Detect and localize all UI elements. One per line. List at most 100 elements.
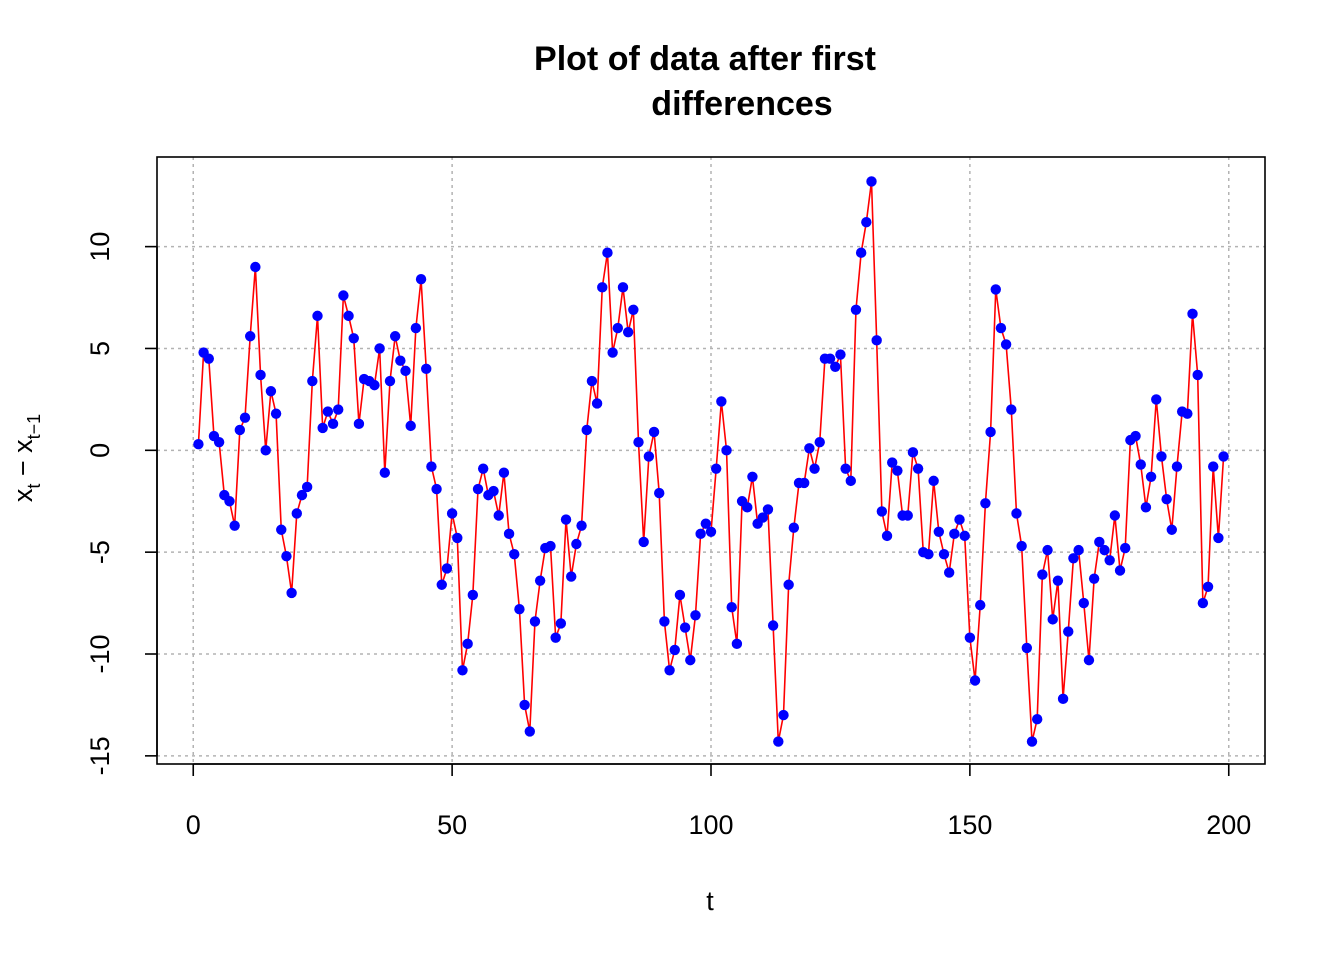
data-point xyxy=(742,502,753,513)
data-point xyxy=(286,587,297,599)
data-point xyxy=(1068,553,1079,564)
data-point xyxy=(1218,451,1229,462)
data-point xyxy=(747,471,758,482)
data-point xyxy=(721,445,732,456)
x-axis-label: t xyxy=(706,886,714,916)
y-axis-label-mid: − x xyxy=(8,439,38,484)
y-tick-label: -10 xyxy=(85,634,115,673)
data-point xyxy=(1031,713,1043,725)
data-point xyxy=(964,632,976,643)
data-point xyxy=(1083,654,1095,666)
data-point xyxy=(669,644,680,656)
data-point xyxy=(421,363,432,375)
data-point xyxy=(726,601,737,613)
data-point xyxy=(1063,626,1074,637)
data-point xyxy=(333,404,344,415)
data-point xyxy=(1182,408,1193,419)
data-point xyxy=(876,506,888,517)
data-point xyxy=(265,386,277,397)
x-tick-label: 100 xyxy=(688,810,733,840)
data-point xyxy=(1140,502,1152,513)
data-point xyxy=(954,514,965,525)
data-point xyxy=(1161,494,1172,505)
y-axis-label-base-1: x xyxy=(8,488,38,502)
data-point xyxy=(353,418,365,430)
series-polyline xyxy=(197,180,1225,743)
data-point xyxy=(338,290,349,301)
data-point xyxy=(1021,642,1033,654)
data-point xyxy=(664,665,675,676)
data-point xyxy=(405,420,416,432)
data-point xyxy=(1042,544,1053,556)
data-point xyxy=(1047,614,1058,625)
data-point xyxy=(307,375,318,387)
data-point xyxy=(581,424,592,436)
data-point xyxy=(674,589,686,601)
data-point xyxy=(410,322,422,334)
chart-title-line-2: differences xyxy=(651,85,832,123)
data-point xyxy=(1151,394,1162,405)
data-point xyxy=(923,549,934,560)
data-point xyxy=(488,485,499,497)
data-point xyxy=(374,343,385,354)
data-point xyxy=(576,520,587,531)
data-point xyxy=(477,463,489,474)
data-point xyxy=(369,379,380,391)
data-point xyxy=(757,512,768,523)
data-point xyxy=(690,610,701,621)
data-point xyxy=(959,530,970,542)
data-point xyxy=(296,489,308,501)
data-point xyxy=(622,326,634,338)
data-point xyxy=(395,355,406,366)
data-point xyxy=(509,549,520,560)
data-point xyxy=(213,436,225,448)
data-point xyxy=(835,349,846,360)
data-point xyxy=(379,467,391,478)
data-point xyxy=(912,463,924,474)
data-point xyxy=(1026,736,1038,747)
data-point xyxy=(1135,459,1146,470)
y-tick-label: -5 xyxy=(85,540,115,564)
data-point xyxy=(1011,508,1022,519)
data-point xyxy=(679,622,691,633)
x-tick-label: 150 xyxy=(947,810,992,840)
y-tick-label: -15 xyxy=(85,736,115,775)
y-tick-label: 10 xyxy=(85,232,115,262)
data-point xyxy=(907,447,919,458)
data-point xyxy=(783,579,794,590)
data-point xyxy=(628,304,639,315)
data-point xyxy=(503,528,515,540)
data-point xyxy=(602,247,613,258)
data-point xyxy=(260,445,271,456)
data-point xyxy=(840,463,851,474)
data-point xyxy=(1120,542,1131,554)
data-point xyxy=(1145,471,1157,482)
data-point xyxy=(472,483,484,495)
series-points xyxy=(193,176,1229,747)
data-point xyxy=(586,375,598,387)
data-point xyxy=(1192,369,1203,381)
series-line xyxy=(197,180,1225,743)
data-point xyxy=(1078,597,1089,609)
data-point xyxy=(731,638,743,650)
data-point xyxy=(467,589,479,601)
data-point xyxy=(1073,544,1084,556)
data-point xyxy=(224,496,235,507)
data-point xyxy=(830,361,841,372)
data-point xyxy=(524,726,535,737)
data-point xyxy=(1197,597,1209,609)
data-point xyxy=(643,451,655,462)
data-point xyxy=(229,520,240,531)
data-point xyxy=(1156,451,1167,462)
data-point xyxy=(1057,693,1069,705)
y-axis-label-sub-2: t−1 xyxy=(24,414,44,440)
data-point xyxy=(566,571,577,582)
x-tick-label: 50 xyxy=(437,810,467,840)
data-point xyxy=(866,176,877,187)
data-point xyxy=(193,439,204,450)
data-point xyxy=(617,282,629,293)
data-point xyxy=(933,526,945,537)
data-point xyxy=(985,426,996,438)
data-point xyxy=(545,540,556,552)
